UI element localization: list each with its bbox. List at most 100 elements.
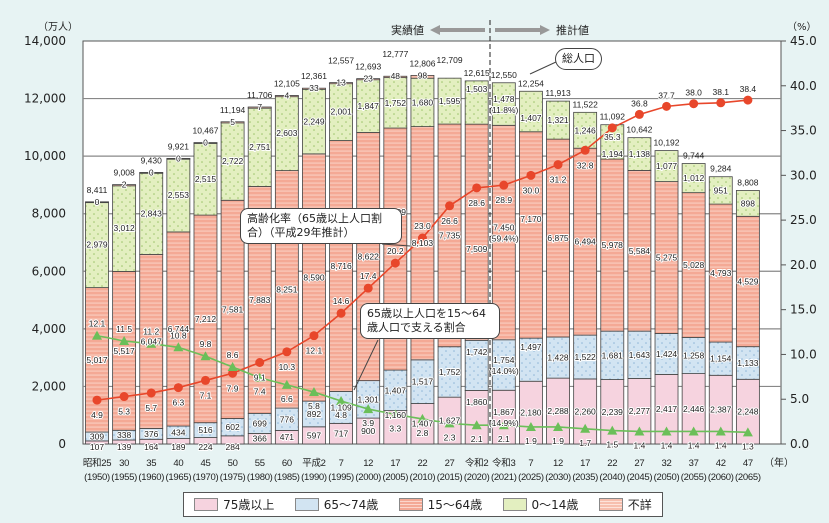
legend: 75歳以上 65～74歳 15～64歳 0～14歳 不詳 (183, 492, 663, 517)
bar-segment-65-74-label: 309 (90, 431, 104, 441)
bar-segment-unknown-label: 0 (95, 197, 100, 207)
bar-segment-65-74-label: 1,258 (683, 350, 705, 360)
x-era-label: 32 (662, 458, 672, 469)
total-label: 8,411 (87, 185, 108, 195)
total-label: 12,550 (491, 70, 517, 80)
bar-segment-0-14 (519, 90, 543, 133)
aging-rate-point (445, 201, 455, 211)
aging-rate-point (607, 123, 617, 133)
bar-segment-75plus-label: 1,867 (493, 407, 515, 417)
aging-rate-point (553, 160, 563, 170)
x-year-label: (1975) (220, 472, 246, 483)
support-ratio-label: 1.5 (606, 440, 618, 450)
left-tick-label: 2,000 (32, 379, 66, 393)
bar-segment-75plus-label: 1,160 (385, 410, 407, 420)
support-ratio-point (580, 423, 591, 433)
aging-rate-point (743, 95, 753, 105)
aging-rate-label: 7.9 (227, 383, 239, 393)
aging-rate-point (282, 347, 292, 357)
x-era-label: 令和2 (465, 457, 488, 469)
support-ratio-label: 6.6 (281, 394, 293, 404)
bar-segment-unknown-label: 5 (230, 117, 235, 127)
support-ratio-point (498, 420, 509, 430)
aging-rate-label: 28.6 (468, 198, 485, 208)
x-era-label: 27 (445, 458, 455, 469)
x-year-label: (1985) (274, 472, 300, 483)
x-year-label: (2060) (708, 472, 734, 483)
bar-segment-65-74-label: 1,424 (656, 349, 678, 359)
support-ratio-point (742, 427, 753, 437)
support-ratio-point (281, 379, 292, 389)
bar-segment-65-74-label: 1,681 (602, 350, 624, 360)
bar-segment-75plus-label: 2,260 (575, 406, 597, 416)
aging-rate-point (363, 283, 373, 293)
bar-segment-unknown (274, 95, 299, 98)
bar-segment-65-74-label: 1,133 (737, 358, 759, 368)
bar-segment-0-14 (708, 176, 733, 205)
x-era-label: 22 (607, 458, 617, 469)
total-label: 12,254 (518, 78, 544, 88)
support-ratio-label: 3.9 (362, 418, 374, 428)
aging-rate-point (662, 101, 672, 111)
x-era-label: 平成2 (302, 457, 325, 469)
bar-segment-15-64-label: 8,251 (276, 284, 298, 294)
right-tick-label: 5.0 (790, 392, 809, 406)
bar-segment-unknown-label: 2 (122, 180, 127, 190)
left-axis-unit: （万人） (38, 21, 78, 33)
support-ratio-point (634, 426, 645, 436)
legend-label: 65～74歳 (323, 498, 379, 512)
aging-rate-point (173, 383, 183, 393)
bar-segment-0-14 (627, 137, 652, 171)
bar-segment-0-14-label: 1,595 (439, 96, 461, 106)
bar-segment-15-64-label: 5,028 (683, 260, 705, 270)
x-era-label: 昭和25 (83, 458, 111, 469)
bar-segment-15-64-label: 6,744 (168, 324, 190, 334)
x-era-label: 17 (580, 458, 590, 469)
x-year-label: (2030) (545, 472, 571, 483)
x-era-label: 27 (634, 458, 644, 469)
bar-segment-0-14-label: 951 (714, 185, 728, 195)
x-era-label: 17 (390, 458, 400, 469)
legend-item-15-64: 15～64歳 (398, 496, 482, 513)
aging-rate-point (580, 145, 590, 155)
x-era-label: 12 (553, 458, 563, 469)
share-label: (11.8%) (489, 105, 518, 115)
total-label: 12,361 (301, 71, 327, 81)
support-ratio-label: 5.8 (308, 401, 320, 411)
bar-segment-75plus-label: 1,860 (466, 397, 488, 407)
x-year-label: (1990) (301, 472, 327, 483)
bar-segment-0-14-label: 2,553 (168, 190, 190, 200)
support-ratio-label: 1.4 (661, 440, 673, 450)
bar-segment-75plus-label: 164 (144, 442, 158, 452)
bar-segment-unknown-label: 33 (309, 83, 319, 93)
bar-segment-65-74-label: 1,643 (629, 350, 651, 360)
total-label: 12,693 (355, 62, 381, 72)
x-year-label: (1950) (84, 472, 110, 483)
support-ratio-point (308, 387, 319, 397)
support-ratio-label: 1.4 (633, 440, 645, 450)
bar-segment-unknown (302, 87, 326, 90)
support-ratio-point (227, 361, 238, 371)
bar-segment-0-14-label: 1,752 (385, 98, 407, 108)
bar-segment-15-64-label: 6,047 (141, 336, 163, 346)
bar-segment-unknown-label: 0 (176, 153, 181, 163)
left-tick-label: 0 (58, 437, 66, 451)
share-label: (14.0%) (489, 366, 519, 376)
support-ratio-label: 12.1 (89, 319, 106, 329)
right-axis-unit: （%） (787, 21, 817, 33)
x-year-label: (2035) (572, 472, 598, 483)
total-label: 12,615 (464, 68, 490, 78)
support-ratio-point (254, 372, 265, 382)
arrow-right-icon (495, 25, 550, 35)
right-tick-label: 35.0 (790, 124, 817, 138)
aging-rate-point (689, 99, 699, 109)
bar-segment-0-14 (735, 190, 760, 217)
support-ratio-label: 11.5 (116, 324, 132, 334)
bar-segment-15-64-label: 8,590 (303, 273, 325, 283)
bar-segment-unknown-label: 13 (336, 78, 346, 88)
legend-swatch (598, 498, 623, 511)
support-ratio-point (363, 404, 374, 414)
support-ratio-point (173, 342, 184, 352)
total-label: 9,921 (168, 141, 190, 151)
aging-rate-label: 5.3 (118, 407, 130, 417)
